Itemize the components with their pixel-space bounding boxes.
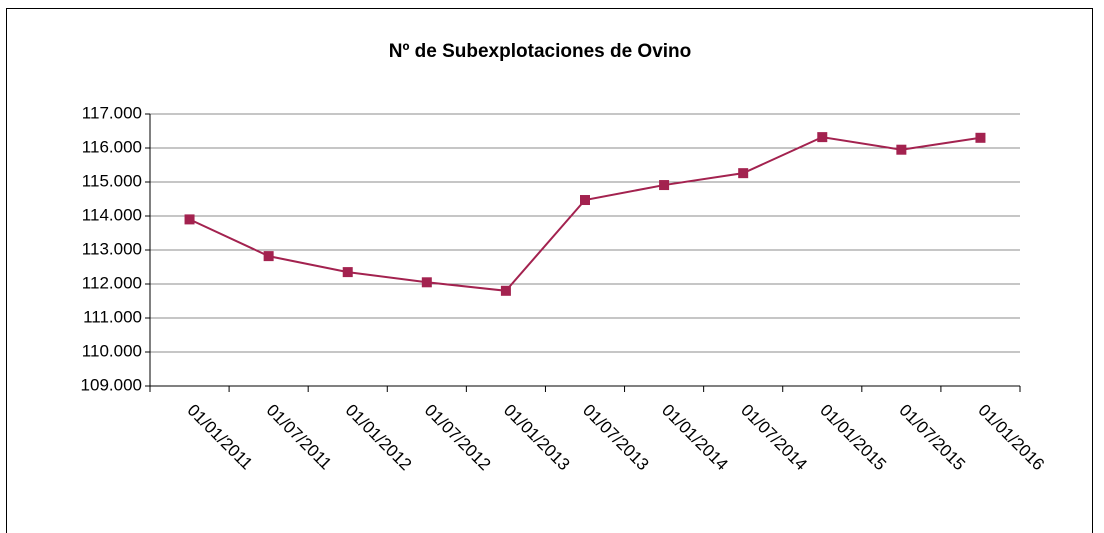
y-tick-label: 111.000 — [83, 307, 142, 326]
data-point — [896, 144, 907, 155]
y-tick-label: 110.000 — [82, 341, 142, 360]
y-tick-label: 115.000 — [82, 171, 142, 190]
y-tick-label: 117.000 — [82, 103, 142, 122]
data-point — [263, 251, 274, 262]
y-tick-label: 116.000 — [82, 137, 142, 156]
y-tick-label: 109.000 — [81, 375, 142, 394]
data-point — [975, 132, 986, 143]
chart-frame — [6, 8, 1093, 533]
chart-title: Nº de Subexplotaciones de Ovino — [389, 41, 692, 62]
data-point — [659, 180, 670, 191]
data-point — [342, 267, 353, 278]
data-point — [184, 214, 195, 225]
y-tick-label: 113.000 — [82, 239, 142, 258]
data-point — [421, 277, 432, 288]
data-point — [580, 195, 590, 206]
data-point — [817, 132, 828, 143]
y-tick-label: 112.000 — [82, 273, 142, 292]
data-point — [738, 168, 749, 179]
data-point — [500, 285, 511, 296]
y-tick-label: 114.000 — [82, 205, 142, 224]
